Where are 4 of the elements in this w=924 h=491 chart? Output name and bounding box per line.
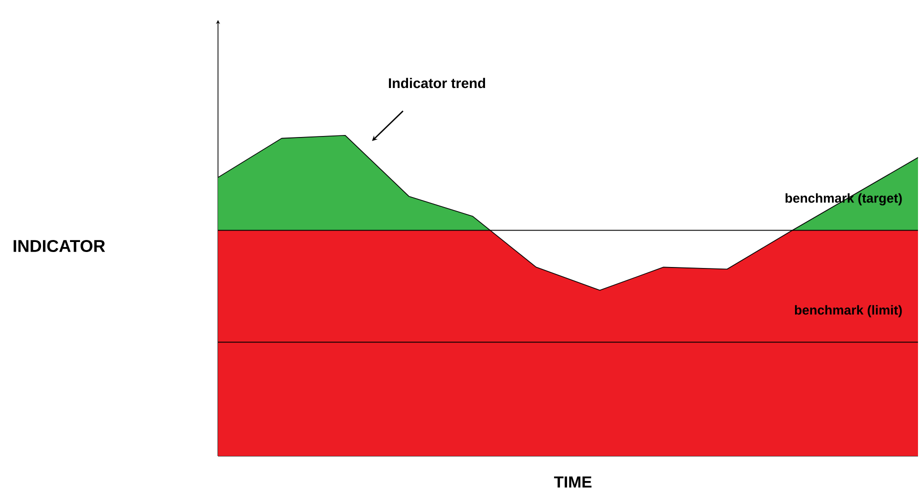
text: Indicator trend	[388, 78, 486, 88]
text: INDICATOR	[14, 240, 106, 252]
x-axis-title: TIME	[554, 476, 592, 488]
ref-line-label: benchmark (limit)	[794, 305, 902, 318]
